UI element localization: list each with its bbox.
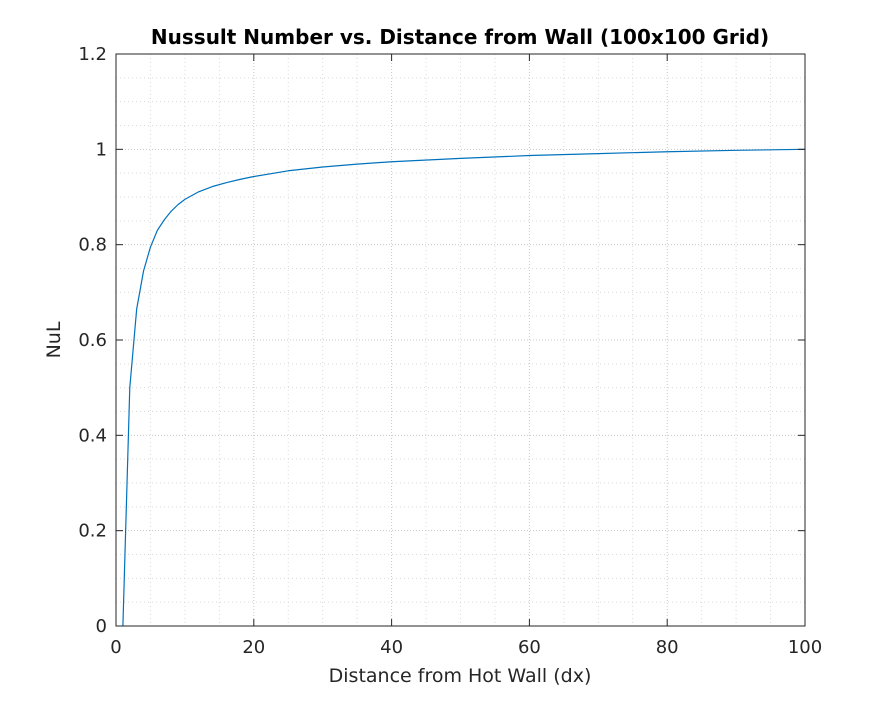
- y-tick-label: 0.4: [78, 425, 107, 446]
- y-axis-label: NuL: [43, 321, 65, 358]
- y-tick-label: 1: [96, 139, 107, 160]
- x-tick-label: 100: [788, 637, 822, 658]
- x-tick-label: 80: [656, 637, 679, 658]
- series-line: [122, 148, 806, 627]
- x-tick-label: 60: [518, 637, 541, 658]
- y-tick-label: 1.2: [78, 44, 107, 65]
- y-tick-label: 0.8: [78, 235, 107, 256]
- y-tick-label: 0.2: [78, 521, 107, 542]
- x-tick-labels: 0 20 40 60 80 100: [110, 637, 822, 658]
- x-tick-label: 40: [380, 637, 403, 658]
- x-tick-label: 0: [110, 637, 121, 658]
- tick-marks: [115, 53, 806, 627]
- y-tick-labels: 0 0.2 0.4 0.6 0.8 1 1.2: [78, 44, 107, 637]
- chart-title: Nussult Number vs. Distance from Wall (1…: [151, 25, 769, 49]
- y-tick-label: 0.6: [78, 330, 107, 351]
- x-axis-label: Distance from Hot Wall (dx): [329, 665, 592, 687]
- series-group: [122, 148, 806, 627]
- x-tick-label: 20: [242, 637, 265, 658]
- y-tick-label: 0: [96, 616, 107, 637]
